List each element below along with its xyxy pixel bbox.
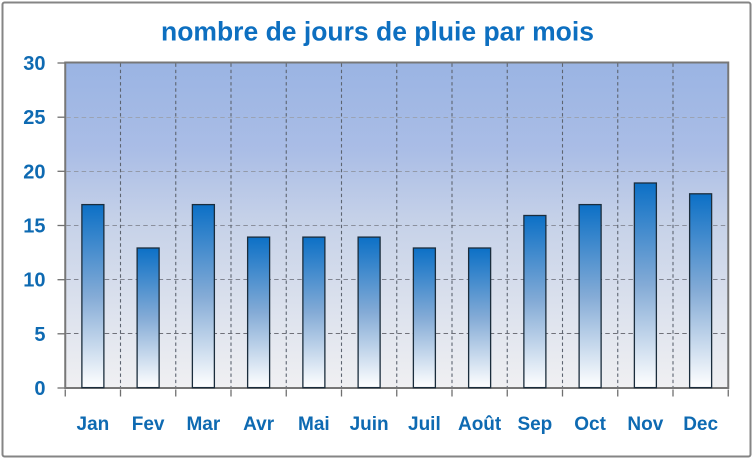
svg-text:25: 25 (23, 107, 45, 129)
svg-text:Jan: Jan (77, 414, 110, 435)
svg-text:Nov: Nov (627, 414, 663, 435)
svg-text:Oct: Oct (574, 414, 606, 435)
svg-text:5: 5 (34, 324, 45, 346)
svg-text:Août: Août (458, 414, 502, 435)
svg-text:Mai: Mai (298, 414, 330, 435)
svg-text:Juin: Juin (350, 414, 389, 435)
svg-text:nombre de jours de pluie par m: nombre de jours de pluie par mois (161, 17, 594, 47)
svg-text:Sep: Sep (517, 414, 552, 435)
svg-text:15: 15 (23, 216, 45, 238)
svg-text:Dec: Dec (683, 414, 718, 435)
svg-text:0: 0 (34, 378, 45, 400)
svg-text:30: 30 (23, 53, 45, 75)
svg-text:10: 10 (23, 270, 45, 292)
svg-text:20: 20 (23, 161, 45, 183)
svg-text:Mar: Mar (186, 414, 220, 435)
svg-text:Avr: Avr (243, 414, 275, 435)
svg-text:Fev: Fev (132, 414, 165, 435)
svg-text:Juil: Juil (408, 414, 441, 435)
